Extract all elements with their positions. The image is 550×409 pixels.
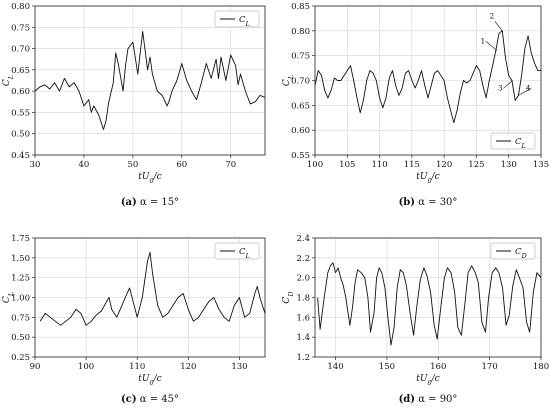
x-axis-label: tU0/c: [138, 374, 161, 387]
annotation-arrow: [494, 21, 503, 32]
plot-frame: [314, 5, 542, 156]
y-tick-label: 0.65: [11, 66, 30, 76]
legend-box: [214, 10, 260, 28]
x-tick-label: 125: [468, 160, 484, 170]
panel-caption: (a) α = 15°: [121, 197, 179, 208]
x-tick-label: 170: [482, 362, 498, 372]
x-tick-label: 140: [327, 362, 343, 372]
y-axis-label: CD: [282, 291, 295, 304]
x-tick-label: 180: [533, 362, 549, 372]
x-tick-label: 150: [379, 362, 395, 372]
annotation-label-4: 4: [526, 83, 531, 92]
x-axis-label: tU0/c: [138, 172, 161, 185]
x-tick-label: 135: [533, 160, 549, 170]
y-tick-label: 0.25: [11, 353, 30, 363]
y-tick-label: 0.80: [11, 2, 30, 12]
chart-panel-d: 1.2 1.4 1.6 1.8 2.0 2.2 2.4 140 150 160 170 180 tU0/…: [282, 234, 549, 405]
legend-entry: CL: [515, 137, 526, 150]
x-tick-label: 60: [176, 160, 187, 170]
x-tick-label: 30: [30, 160, 41, 170]
y-tick-label: 0.60: [11, 87, 30, 97]
annotation-arrow: [503, 80, 513, 89]
y-tick-label: 0.60: [291, 126, 310, 136]
y-tick-label: 2.0: [296, 274, 310, 284]
x-tick-label: 110: [371, 160, 387, 170]
series-line-cl: [314, 30, 541, 124]
y-tick-label: 0.80: [291, 27, 310, 37]
y-tick-label: 1.75: [11, 234, 30, 244]
plot-frame: [314, 237, 542, 358]
chart-panel-c: 0.25 0.50 0.75 1.00 1.25 1.50 1.75 90 100 110 120 1…: [2, 234, 266, 405]
annotation-label-2: 2: [490, 11, 495, 20]
y-tick-label: 2.2: [296, 254, 310, 264]
panel-caption: (b) α = 30°: [399, 197, 458, 208]
y-tick-label: 0.50: [11, 130, 30, 140]
series-line-cl: [39, 251, 266, 326]
legend-box: [490, 242, 536, 260]
legend-box: [214, 242, 260, 260]
chart-panel-b: 0.55 0.60 0.65 0.70 0.75 0.80 0.85 100 105 110 115…: [282, 2, 549, 208]
y-tick-label: 1.2: [296, 353, 310, 363]
y-tick-label: 1.00: [11, 294, 30, 304]
y-tick-label: 0.70: [291, 77, 310, 87]
y-tick-label: 0.45: [11, 151, 30, 161]
x-tick-label: 105: [339, 160, 355, 170]
x-tick-label: 120: [180, 362, 196, 372]
y-tick-label: 1.4: [296, 333, 310, 343]
annotation-label-1: 1: [480, 36, 485, 45]
y-tick-label: 0.75: [11, 313, 30, 323]
y-axis-label: CL: [2, 292, 15, 303]
x-tick-label: 120: [436, 160, 452, 170]
y-axis-label: CL: [282, 75, 295, 86]
x-tick-label: 110: [129, 362, 145, 372]
x-tick-label: 130: [501, 160, 517, 170]
x-axis-label: tU0/c: [416, 374, 439, 387]
x-tick-label: 160: [430, 362, 446, 372]
x-tick-label: 40: [79, 160, 90, 170]
y-tick-label: 0.55: [291, 151, 310, 161]
legend-entry: CD: [515, 247, 528, 260]
legend-entry: CL: [239, 15, 250, 28]
x-tick-label: 90: [30, 362, 41, 372]
panel-caption: (c) α = 45°: [121, 394, 179, 405]
y-tick-label: 0.70: [11, 45, 30, 55]
y-tick-label: 0.75: [11, 23, 30, 33]
chart-panel-a: 0.45 0.50 0.55 0.60 0.65 0.70 0.75 0.80 30 40 50 60…: [2, 2, 266, 208]
y-tick-label: 0.85: [291, 2, 310, 12]
y-tick-label: 1.6: [296, 313, 310, 323]
x-tick-label: 100: [78, 362, 94, 372]
y-axis-label: CL: [2, 75, 15, 86]
legend-box: [490, 132, 536, 150]
legend-entry: CL: [239, 247, 250, 260]
y-tick-label: 0.75: [291, 52, 310, 62]
y-tick-label: 0.65: [291, 101, 310, 111]
x-tick-label: 100: [307, 160, 323, 170]
panel-caption: (d) α = 90°: [399, 394, 458, 405]
x-tick-label: 130: [231, 362, 247, 372]
annotation-arrow: [485, 41, 498, 51]
series-line-cd: [317, 262, 542, 346]
x-tick-label: 115: [404, 160, 420, 170]
annotation-label-3: 3: [498, 83, 503, 92]
x-axis-label: tU0/c: [416, 172, 439, 185]
x-tick-label: 70: [225, 160, 236, 170]
y-tick-label: 0.55: [11, 108, 30, 118]
y-tick-label: 1.8: [296, 294, 310, 304]
y-tick-label: 2.4: [296, 234, 310, 244]
plot-frame: [34, 237, 266, 358]
x-tick-label: 50: [127, 160, 138, 170]
plot-frame: [34, 5, 266, 156]
y-tick-label: 1.25: [11, 274, 30, 284]
annotation-arrow: [518, 88, 532, 96]
series-line-cl: [34, 31, 266, 130]
y-tick-label: 1.50: [11, 254, 30, 264]
y-tick-label: 0.50: [11, 333, 30, 343]
